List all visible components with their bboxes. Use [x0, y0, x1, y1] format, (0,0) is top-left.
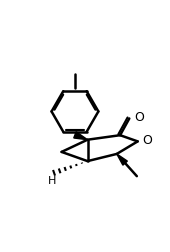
- Text: O: O: [142, 134, 152, 147]
- Polygon shape: [74, 132, 88, 140]
- Text: O: O: [134, 111, 144, 124]
- Text: H: H: [48, 176, 57, 186]
- Polygon shape: [117, 154, 127, 165]
